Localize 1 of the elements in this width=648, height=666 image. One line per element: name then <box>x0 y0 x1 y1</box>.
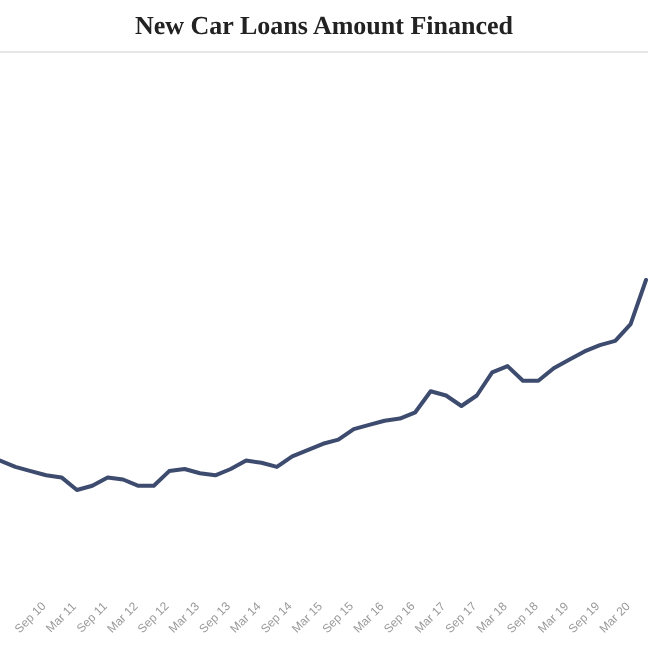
chart-title: New Car Loans Amount Financed <box>134 10 515 40</box>
